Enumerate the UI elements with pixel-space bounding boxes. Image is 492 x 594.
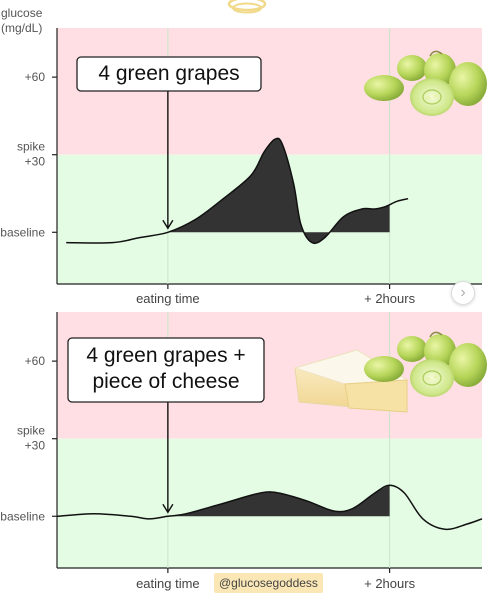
- y-tick-label: baseline: [0, 225, 45, 239]
- y-axis-label: glucose: [1, 6, 43, 20]
- y-tick-label: +60: [25, 70, 46, 84]
- credit-badge: @glucosegoddess: [214, 573, 323, 593]
- x-tick-label: + 2hours: [364, 291, 415, 306]
- x-tick-label: eating time: [136, 576, 200, 591]
- chevron-right-icon: ›: [460, 285, 465, 301]
- y-tick-label: +60: [25, 354, 46, 368]
- chart-panel-1: glucose (mg/dL) +60 spike+30 baseline eati…: [0, 6, 487, 306]
- annotation-text: 4 green grapes +: [86, 344, 245, 367]
- annotation-text: piece of cheese: [92, 370, 239, 393]
- y-tick-label: spike: [17, 424, 45, 438]
- halo-icon: [221, 0, 273, 20]
- annotation-text: 4 green grapes: [98, 62, 239, 85]
- y-tick-label: baseline: [0, 509, 45, 523]
- y-tick-label: +30: [25, 155, 46, 169]
- next-slide-button[interactable]: ›: [451, 281, 475, 305]
- y-tick-label: +30: [25, 439, 46, 453]
- y-axis-label-unit: (mg/dL): [1, 21, 42, 35]
- x-tick-label: eating time: [136, 291, 200, 306]
- y-tick-label: spike: [17, 140, 45, 154]
- x-tick-label: + 2hours: [364, 576, 415, 591]
